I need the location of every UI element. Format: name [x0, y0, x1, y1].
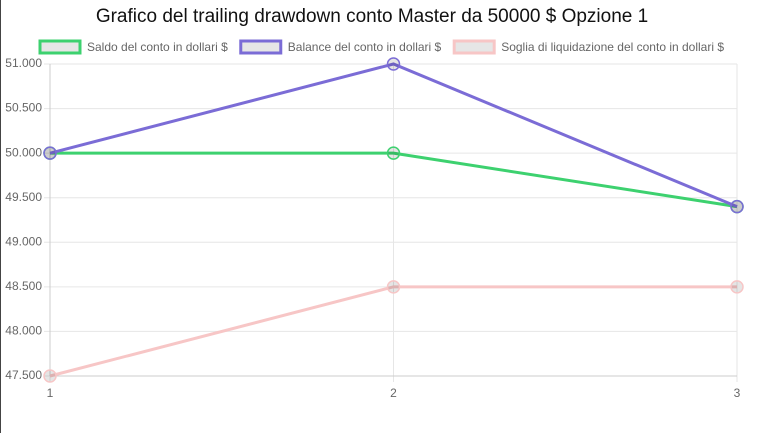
data-point — [386, 280, 401, 294]
data-point — [386, 57, 401, 71]
series-line — [50, 151, 738, 209]
legend-swatch[interactable] — [38, 39, 82, 55]
y-tick-label: 49.500 — [5, 190, 42, 204]
legend-label[interactable]: Balance del conto in dollari $ — [288, 40, 442, 54]
legend-swatch[interactable] — [452, 39, 496, 55]
y-tick-label: 48.000 — [5, 324, 42, 338]
y-tick-label: 47.500 — [5, 368, 42, 382]
y-tick-label: 51.000 — [5, 56, 42, 70]
series-line — [49, 285, 737, 378]
series-line — [49, 62, 738, 209]
x-tick-label: 3 — [734, 386, 741, 400]
y-tick-label: 49.000 — [5, 234, 42, 248]
y-tick-label: 50.000 — [5, 145, 42, 159]
legend-label[interactable]: Saldo del conto in dollari $ — [87, 40, 228, 54]
y-tick-label: 48.500 — [5, 279, 42, 293]
x-tick-label: 2 — [390, 386, 397, 400]
data-point — [43, 146, 57, 160]
data-point — [730, 280, 744, 294]
data-point — [386, 146, 401, 160]
legend-label[interactable]: Soglia di liquidazione del conto in doll… — [501, 40, 724, 54]
data-point — [730, 199, 744, 214]
chart-title: Grafico del trailing drawdown conto Mast… — [96, 6, 648, 27]
x-tick-label: 1 — [47, 386, 54, 400]
legend-swatch[interactable] — [239, 39, 283, 55]
data-point — [43, 369, 57, 383]
y-tick-label: 50.500 — [5, 101, 42, 115]
